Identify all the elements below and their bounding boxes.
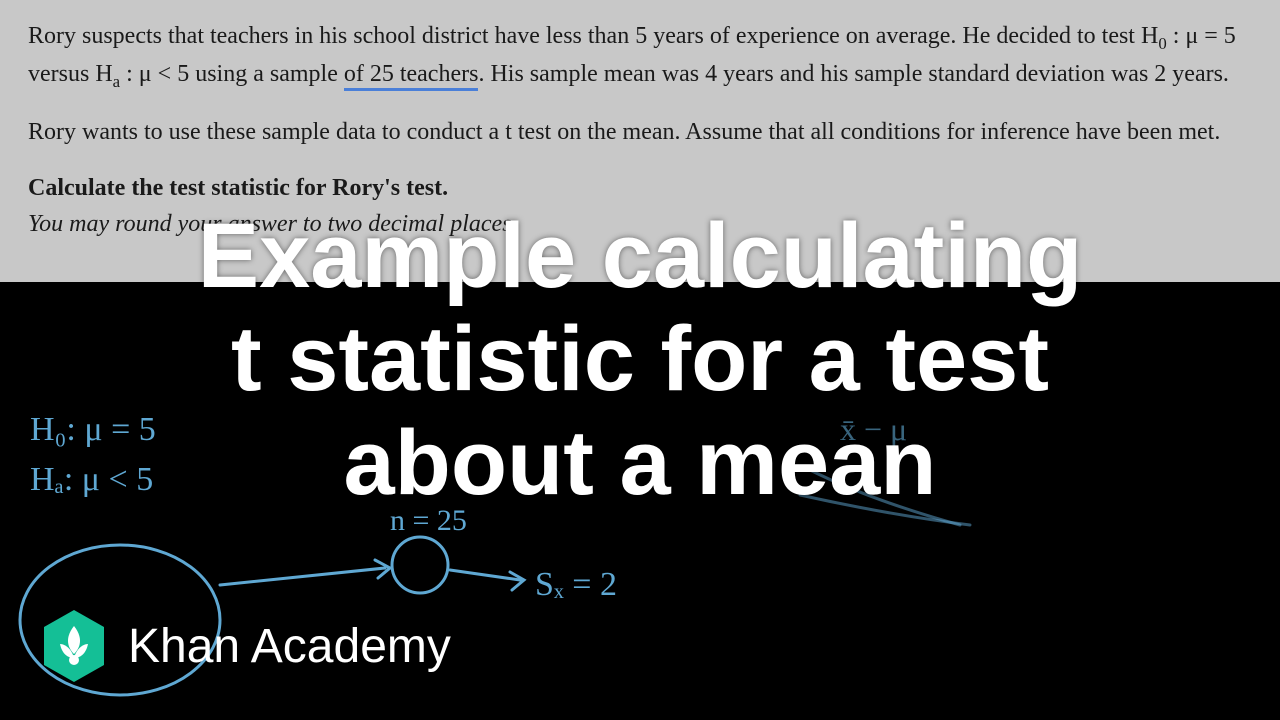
h: H: [95, 61, 112, 87]
ha-label: Ha : μ < 5: [95, 61, 189, 87]
underlined-text: of 25 teachers: [344, 61, 479, 91]
rest: : μ = 5: [1167, 23, 1236, 49]
hw-h0: H₀: μ = 5: [30, 411, 156, 448]
hw-scribble-1: [810, 470, 960, 525]
hw-arrow-1: [220, 568, 385, 585]
hw-ha: Hₐ: μ < 5: [30, 461, 153, 498]
text: versus: [28, 61, 95, 87]
title-line-2: t statistic for a test: [231, 308, 1049, 410]
italic-hint: You may round your answer to two decimal…: [28, 211, 518, 237]
bold-prompt: Calculate the test statistic for Rory's …: [28, 175, 448, 201]
hw-arrow-2: [450, 570, 520, 580]
number: 4: [705, 61, 717, 87]
number: 5: [635, 23, 647, 49]
hw-arrowhead-1: [375, 560, 390, 578]
hw-scribble-2: [800, 495, 970, 525]
text: years of experience on average. He decid…: [647, 23, 1141, 49]
problem-paragraph-2: Rory wants to use these sample data to c…: [28, 114, 1252, 150]
problem-paragraph-3: Calculate the test statistic for Rory's …: [28, 170, 1252, 242]
sub: 0: [1158, 34, 1166, 53]
logo-area: Khan Academy: [40, 608, 451, 684]
hw-arrowhead-2: [510, 572, 524, 590]
khan-logo-icon: [40, 608, 108, 684]
problem-box: Rory suspects that teachers in his schoo…: [0, 0, 1280, 282]
text: . His sample mean was: [478, 61, 705, 87]
text: using a sample: [189, 61, 344, 87]
problem-paragraph-1: Rory suspects that teachers in his schoo…: [28, 18, 1252, 94]
hw-xbar-mu: x̄ − μ: [840, 411, 907, 447]
h0-label: H0 : μ = 5: [1141, 23, 1236, 49]
text: Rory suspects that teachers in his schoo…: [28, 23, 635, 49]
sub: a: [113, 72, 120, 91]
hw-n: n = 25: [390, 504, 467, 537]
hw-sample-circle: [392, 537, 448, 593]
h: H: [1141, 23, 1158, 49]
text: years and his sample standard deviation …: [717, 61, 1154, 87]
brand-name: Khan Academy: [128, 619, 451, 674]
hw-sx: Sₓ = 2: [535, 566, 617, 603]
text: years.: [1166, 61, 1229, 87]
number: 2: [1154, 61, 1166, 87]
rest: : μ < 5: [120, 61, 189, 87]
title-line-3: about a mean: [343, 412, 936, 514]
